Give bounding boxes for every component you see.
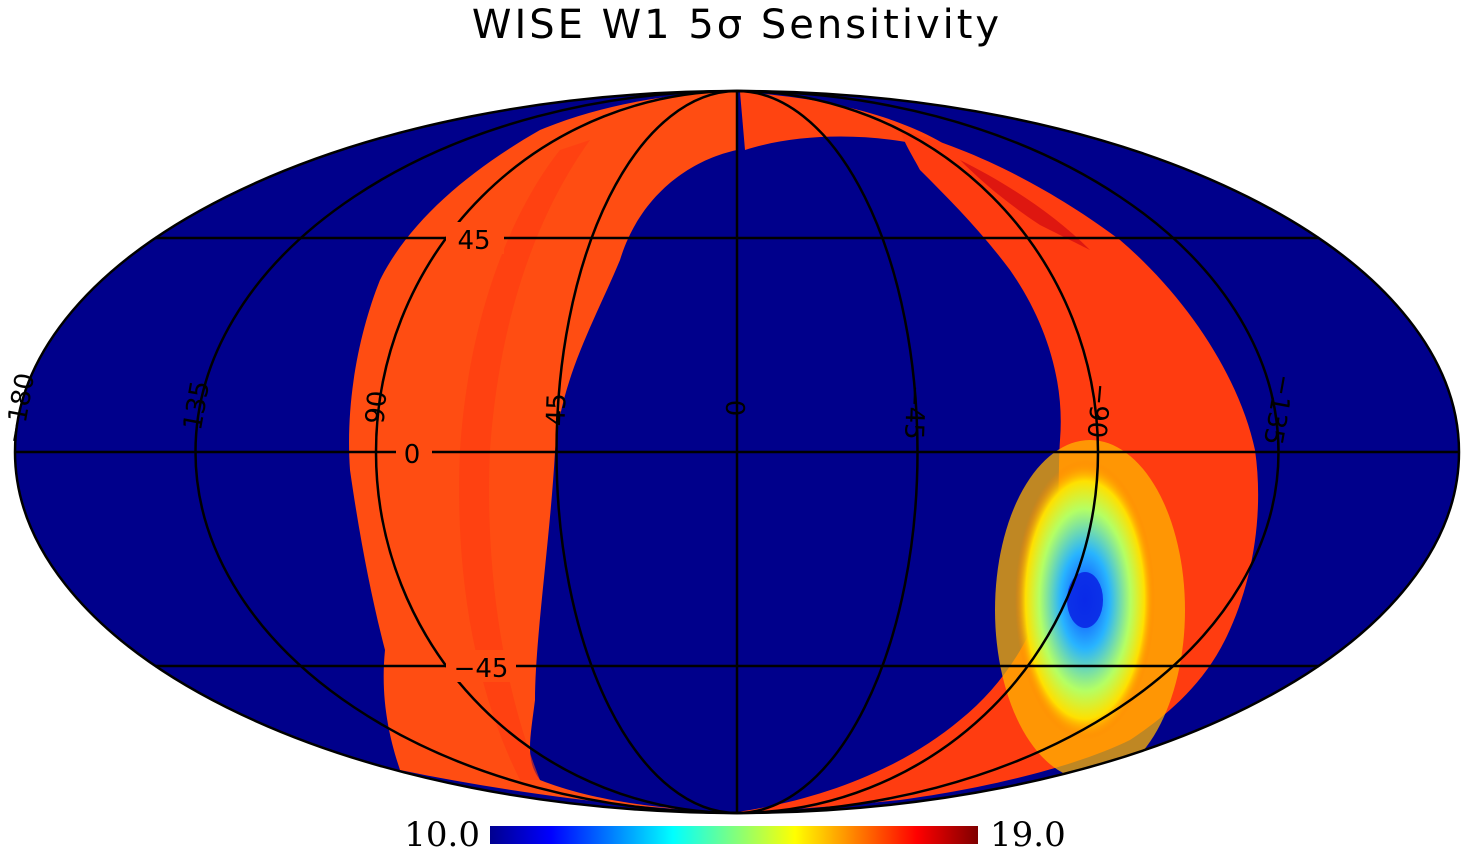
top-survey-strip — [740, 92, 985, 175]
colorbar-min-label: 10.0 — [404, 815, 480, 849]
lon-label-0: 0 — [722, 400, 752, 417]
deep-blue-spot — [1067, 572, 1103, 628]
colorbar-max-label: 19.0 — [990, 815, 1066, 849]
map-title: WISE W1 5σ Sensitivity — [472, 2, 1002, 48]
lon-label-45: 45 — [541, 393, 572, 427]
lat-label-bg-0 — [396, 436, 432, 468]
lat-label-45: 45 — [457, 226, 490, 256]
graticule — [13, 89, 1461, 815]
lat-label-minus-45: −45 — [454, 654, 509, 684]
lon-label-minus-90: −90 — [1081, 382, 1116, 439]
lon-label-90: 90 — [361, 390, 394, 426]
lon-label-minus-45: −45 — [898, 384, 930, 440]
lat-label-bg-minus-45 — [446, 650, 516, 682]
lat-label-0: 0 — [404, 440, 421, 470]
lat-label-bg-45 — [446, 222, 504, 254]
longitude-labels: −180 135 90 45 0 −45 −90 −135 — [0, 371, 1299, 447]
left-strip-band — [459, 140, 590, 780]
colorbar: 10.0 19.0 — [404, 815, 1065, 849]
right-strip-ridge — [960, 160, 1090, 250]
latitude-labels: 45 0 −45 — [396, 222, 516, 684]
colorbar-gradient — [490, 826, 978, 844]
